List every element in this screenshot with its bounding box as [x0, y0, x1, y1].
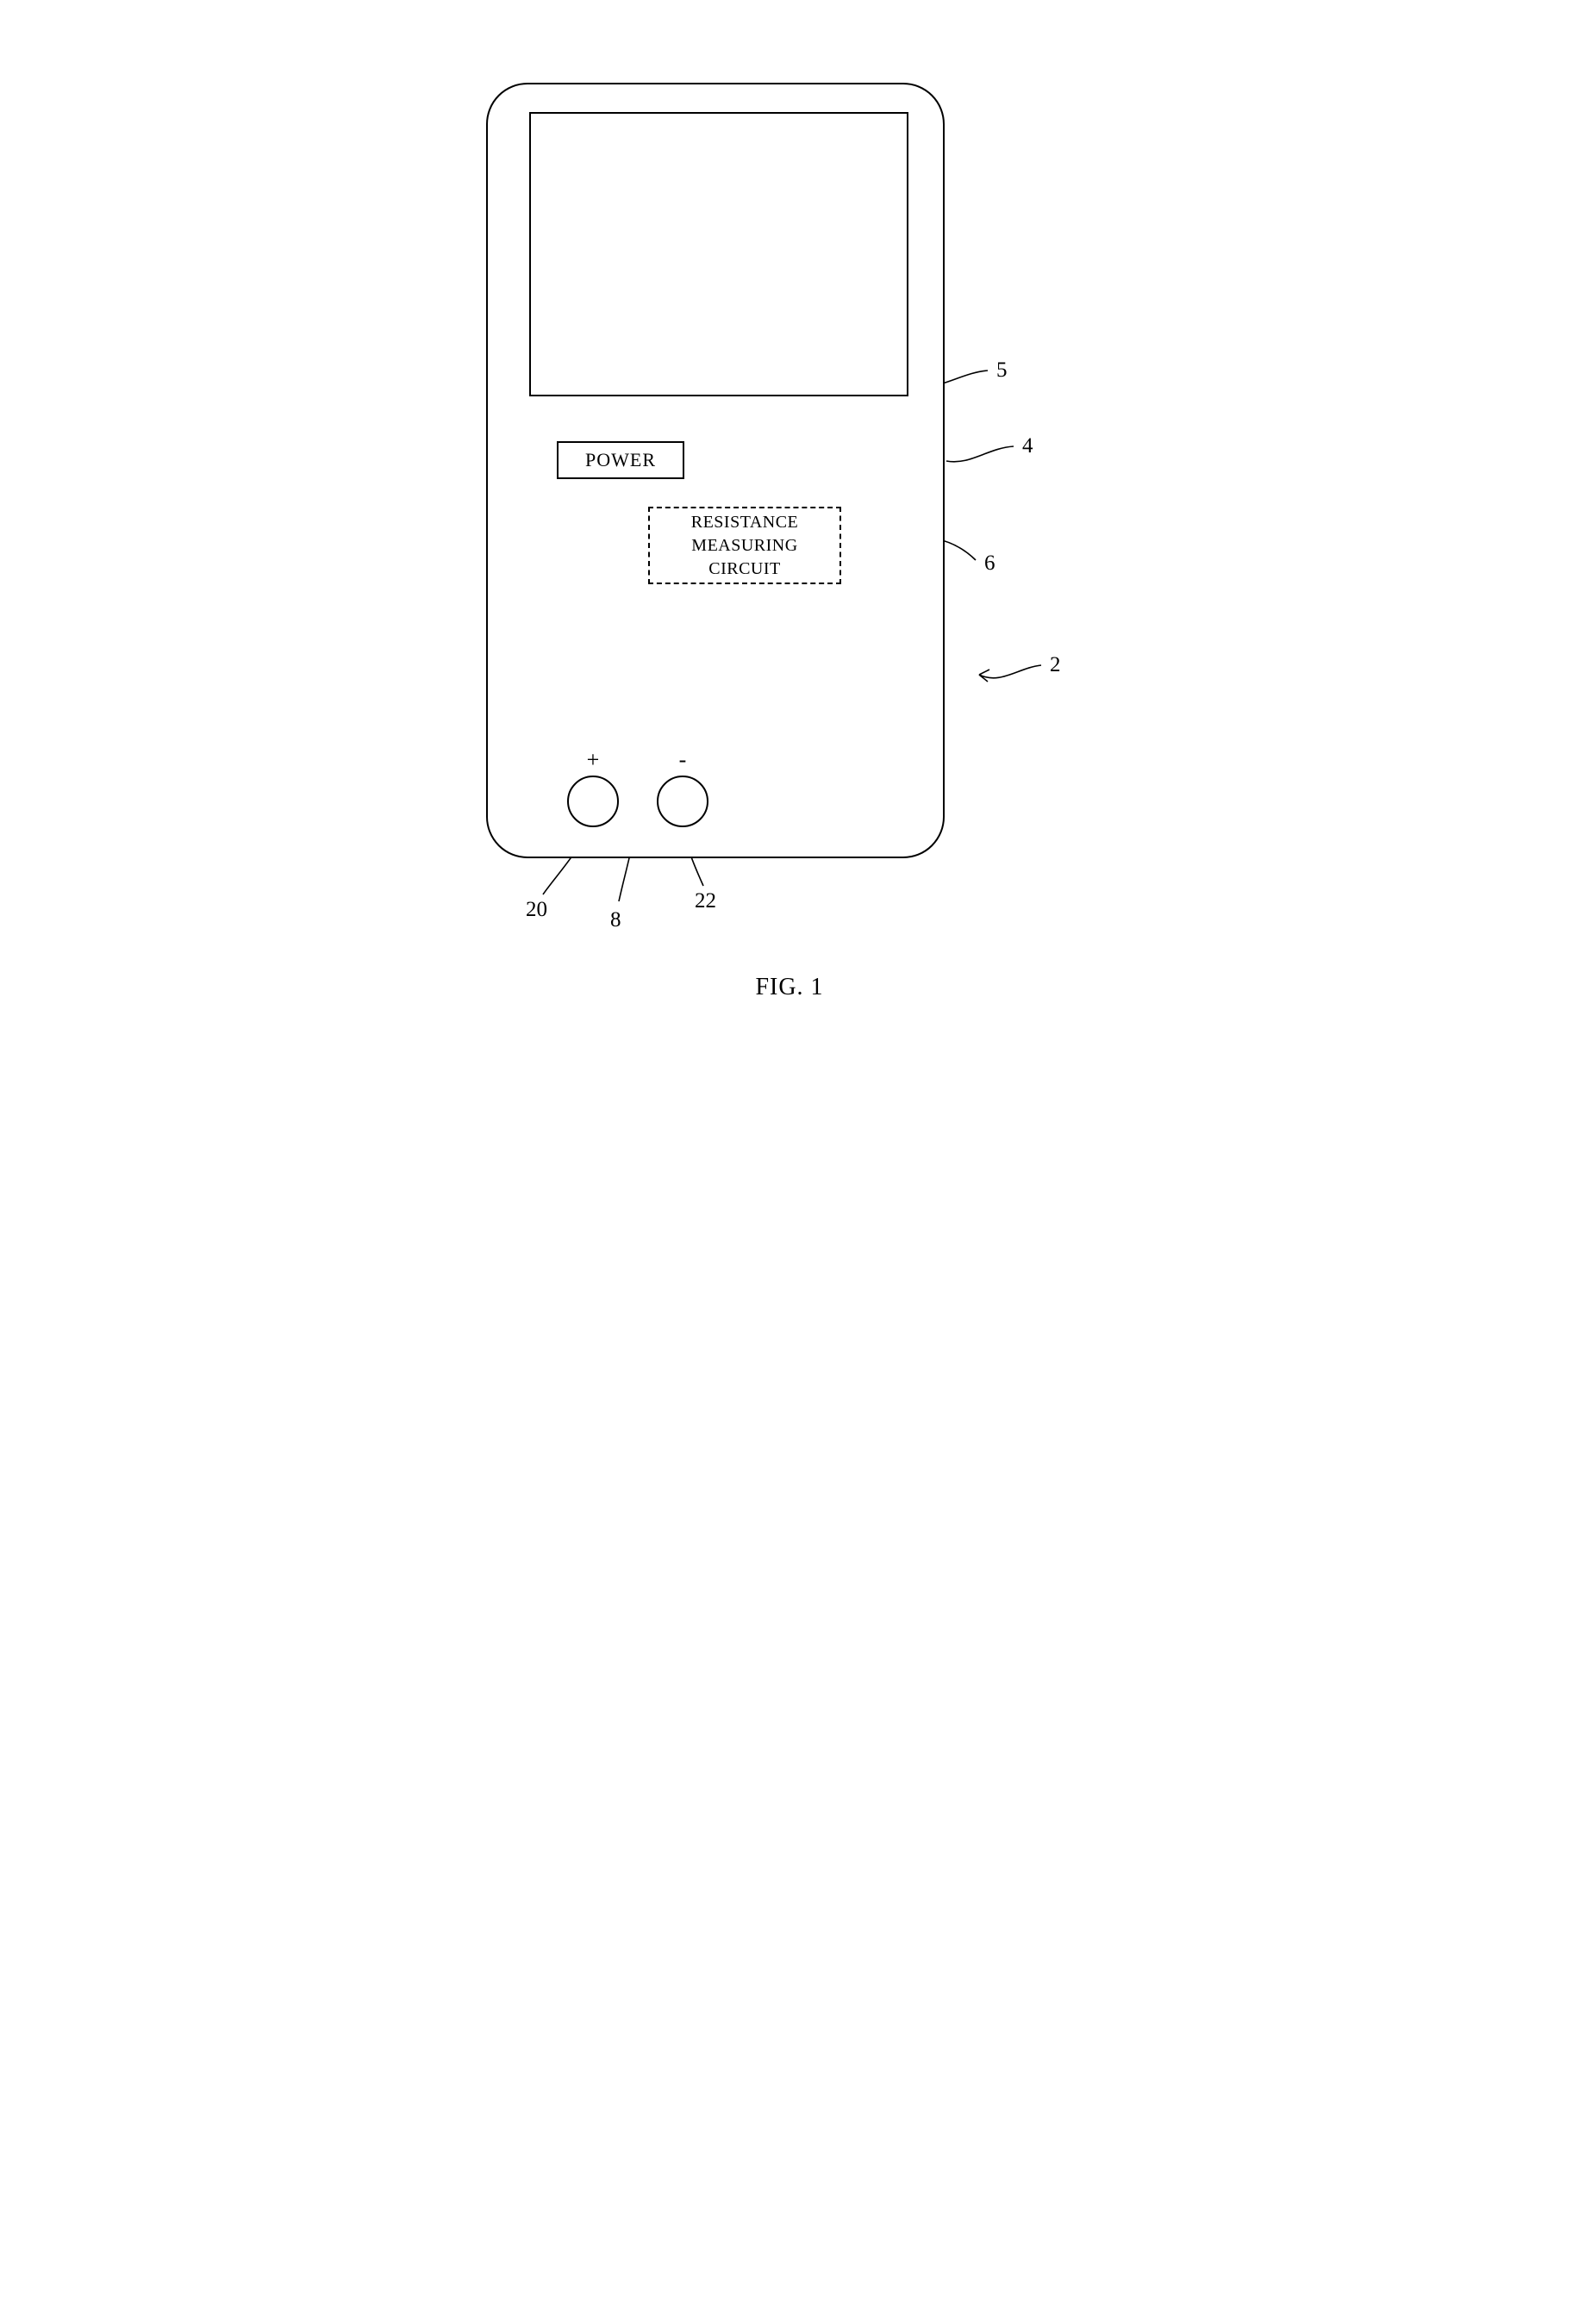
ref-num-6: 6 [984, 551, 995, 576]
negative-port[interactable] [657, 776, 708, 827]
power-button[interactable]: POWER [557, 441, 684, 479]
ref-num-20: 20 [526, 898, 547, 922]
positive-port-label: + [567, 747, 619, 773]
resistance-measuring-circuit-label: RESISTANCE MEASURING CIRCUIT [691, 511, 799, 581]
ref-num-5: 5 [996, 358, 1008, 383]
ref-num-22: 22 [695, 889, 716, 913]
positive-port[interactable] [567, 776, 619, 827]
negative-port-label: - [657, 747, 708, 773]
figure-label: FIG. 1 [755, 974, 823, 1001]
device-body: POWER RESISTANCE MEASURING CIRCUIT + - [486, 83, 945, 858]
resistance-measuring-circuit-box: RESISTANCE MEASURING CIRCUIT [648, 507, 841, 584]
ref-num-2: 2 [1050, 653, 1061, 677]
ref-num-8: 8 [610, 908, 621, 932]
ref-num-4: 4 [1022, 434, 1033, 458]
display-screen [529, 112, 908, 396]
power-button-label: POWER [585, 449, 656, 471]
patent-figure: POWER RESISTANCE MEASURING CIRCUIT + - 5… [445, 52, 1134, 948]
